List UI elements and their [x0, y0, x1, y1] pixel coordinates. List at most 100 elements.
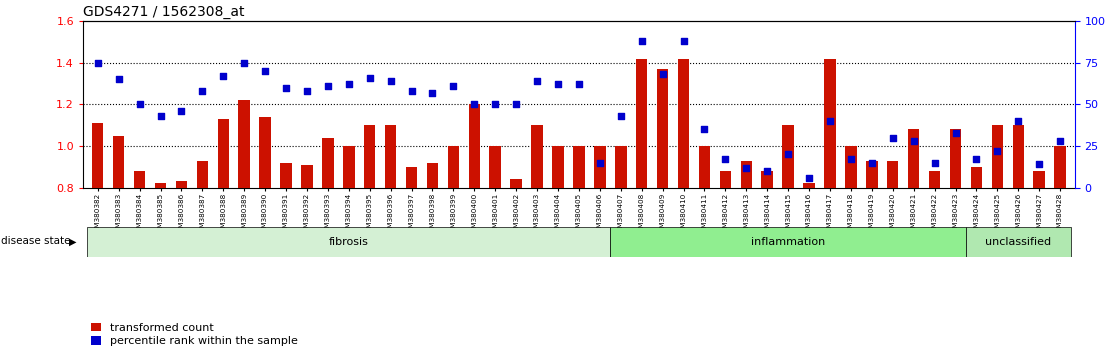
Bar: [552, 146, 564, 188]
Point: [738, 165, 756, 171]
Point: [800, 175, 818, 181]
Bar: [907, 130, 920, 188]
Bar: [845, 146, 856, 188]
Bar: [1013, 125, 1024, 188]
Point: [173, 108, 191, 114]
Point: [717, 156, 735, 162]
Bar: [280, 163, 291, 188]
Bar: [824, 59, 835, 188]
Text: fibrosis: fibrosis: [329, 236, 369, 247]
Bar: [427, 163, 439, 188]
Bar: [761, 171, 773, 188]
Legend: transformed count, percentile rank within the sample: transformed count, percentile rank withi…: [89, 320, 300, 348]
Bar: [719, 171, 731, 188]
Bar: [532, 125, 543, 188]
Point: [612, 113, 629, 119]
Point: [925, 160, 943, 166]
Bar: [615, 146, 626, 188]
Bar: [866, 161, 878, 188]
Point: [319, 83, 337, 89]
Point: [905, 138, 923, 144]
Point: [884, 135, 902, 141]
Bar: [322, 138, 334, 188]
Bar: [782, 125, 794, 188]
Point: [633, 38, 650, 44]
Bar: [406, 167, 418, 188]
Point: [277, 85, 295, 91]
Point: [194, 88, 212, 94]
Bar: [511, 179, 522, 188]
Point: [215, 73, 233, 79]
Bar: [573, 146, 585, 188]
Point: [821, 118, 839, 124]
Point: [529, 78, 546, 84]
Bar: [196, 161, 208, 188]
Bar: [155, 183, 166, 188]
Bar: [699, 146, 710, 188]
Point: [486, 102, 504, 107]
Point: [256, 68, 274, 74]
Bar: [740, 161, 752, 188]
Bar: [259, 117, 270, 188]
Point: [152, 113, 170, 119]
Bar: [929, 171, 941, 188]
Bar: [134, 171, 145, 188]
Bar: [363, 125, 376, 188]
Bar: [217, 119, 229, 188]
Point: [402, 88, 420, 94]
Point: [89, 60, 106, 66]
Bar: [92, 123, 103, 188]
Point: [863, 160, 881, 166]
Bar: [950, 130, 962, 188]
Bar: [301, 165, 312, 188]
Text: unclassified: unclassified: [985, 236, 1051, 247]
Bar: [966, 227, 1070, 257]
Point: [550, 82, 567, 87]
Point: [423, 90, 441, 96]
Point: [361, 75, 379, 81]
Point: [507, 102, 525, 107]
Bar: [1034, 171, 1045, 188]
Bar: [88, 227, 611, 257]
Point: [696, 127, 714, 132]
Bar: [448, 146, 459, 188]
Point: [298, 88, 316, 94]
Bar: [594, 146, 606, 188]
Point: [235, 60, 253, 66]
Point: [465, 102, 483, 107]
Bar: [888, 161, 899, 188]
Point: [1051, 138, 1069, 144]
Text: GDS4271 / 1562308_at: GDS4271 / 1562308_at: [83, 5, 245, 18]
Bar: [992, 125, 1003, 188]
Point: [591, 160, 608, 166]
Point: [654, 72, 671, 77]
Point: [988, 148, 1006, 154]
Text: ▶: ▶: [69, 236, 76, 246]
Point: [1009, 118, 1027, 124]
Point: [946, 130, 964, 136]
Bar: [490, 146, 501, 188]
Point: [131, 102, 148, 107]
Point: [570, 82, 587, 87]
Point: [779, 152, 797, 157]
Bar: [803, 183, 814, 188]
Bar: [657, 69, 668, 188]
Bar: [238, 100, 250, 188]
Point: [444, 83, 462, 89]
Point: [758, 168, 776, 174]
Point: [340, 82, 358, 87]
Point: [842, 156, 860, 162]
Bar: [1055, 146, 1066, 188]
Bar: [636, 59, 647, 188]
Bar: [176, 181, 187, 188]
Bar: [113, 136, 124, 188]
Text: inflammation: inflammation: [751, 236, 825, 247]
Point: [675, 38, 692, 44]
Bar: [678, 59, 689, 188]
Bar: [611, 227, 966, 257]
Bar: [469, 104, 480, 188]
Text: disease state: disease state: [1, 236, 71, 246]
Point: [382, 78, 400, 84]
Point: [1030, 161, 1048, 167]
Bar: [343, 146, 355, 188]
